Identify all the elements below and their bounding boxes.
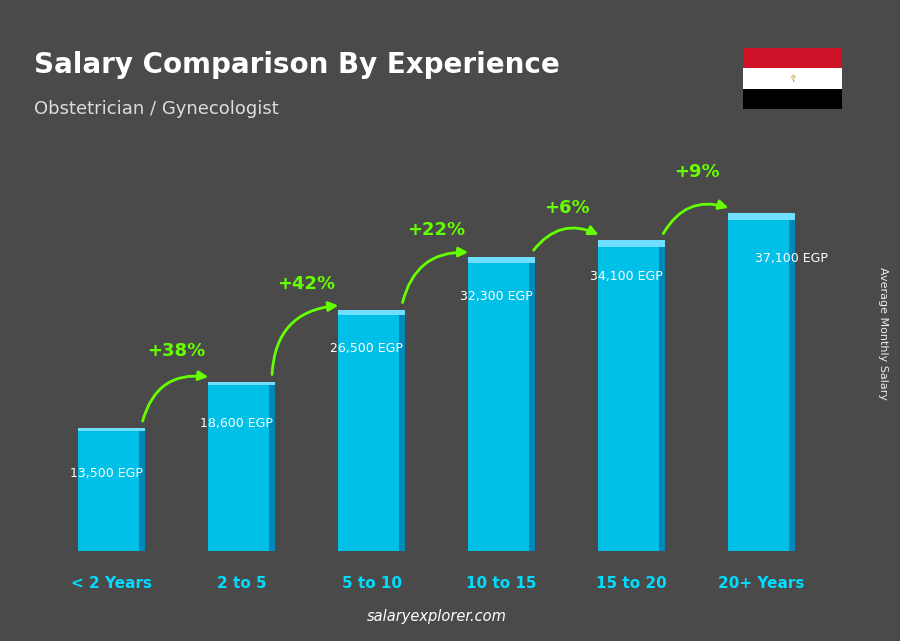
Bar bbox=[399, 315, 405, 551]
Text: 26,500 EGP: 26,500 EGP bbox=[330, 342, 403, 355]
Text: +9%: +9% bbox=[674, 163, 719, 181]
Bar bbox=[728, 221, 796, 551]
Text: 13,500 EGP: 13,500 EGP bbox=[70, 467, 143, 480]
Text: 5 to 10: 5 to 10 bbox=[341, 576, 401, 591]
FancyArrowPatch shape bbox=[142, 372, 205, 421]
Text: 34,100 EGP: 34,100 EGP bbox=[590, 270, 662, 283]
Text: 18,600 EGP: 18,600 EGP bbox=[200, 417, 273, 430]
Bar bbox=[528, 263, 536, 551]
Text: +22%: +22% bbox=[408, 221, 465, 239]
Text: +6%: +6% bbox=[544, 199, 590, 217]
Bar bbox=[139, 431, 145, 551]
Text: ☦: ☦ bbox=[788, 74, 796, 83]
Bar bbox=[268, 385, 275, 551]
Text: 37,100 EGP: 37,100 EGP bbox=[755, 252, 828, 265]
Text: Salary Comparison By Experience: Salary Comparison By Experience bbox=[33, 51, 559, 79]
Bar bbox=[77, 431, 145, 551]
Text: Average Monthly Salary: Average Monthly Salary bbox=[878, 267, 887, 400]
Text: salaryexplorer.com: salaryexplorer.com bbox=[366, 609, 507, 624]
Bar bbox=[77, 428, 145, 431]
Bar bbox=[468, 263, 536, 551]
Bar bbox=[208, 385, 275, 551]
Bar bbox=[598, 240, 665, 247]
FancyArrowPatch shape bbox=[663, 201, 725, 233]
Text: Obstetrician / Gynecologist: Obstetrician / Gynecologist bbox=[33, 100, 278, 118]
Text: 10 to 15: 10 to 15 bbox=[466, 576, 536, 591]
Bar bbox=[742, 88, 842, 109]
Text: 15 to 20: 15 to 20 bbox=[596, 576, 667, 591]
FancyArrowPatch shape bbox=[402, 248, 465, 303]
Bar bbox=[742, 69, 842, 88]
Bar bbox=[788, 221, 796, 551]
Text: < 2 Years: < 2 Years bbox=[71, 576, 152, 591]
Text: +42%: +42% bbox=[277, 274, 336, 293]
Text: 2 to 5: 2 to 5 bbox=[217, 576, 266, 591]
FancyArrowPatch shape bbox=[534, 227, 596, 250]
FancyArrowPatch shape bbox=[272, 303, 335, 374]
Text: +38%: +38% bbox=[148, 342, 205, 360]
Bar bbox=[728, 213, 796, 221]
Bar bbox=[742, 48, 842, 69]
Text: 32,300 EGP: 32,300 EGP bbox=[460, 290, 533, 303]
Bar bbox=[208, 382, 275, 385]
Bar bbox=[598, 247, 665, 551]
Bar bbox=[338, 315, 405, 551]
Bar bbox=[468, 257, 536, 263]
Bar bbox=[659, 247, 665, 551]
Text: 20+ Years: 20+ Years bbox=[718, 576, 805, 591]
Bar bbox=[338, 310, 405, 315]
